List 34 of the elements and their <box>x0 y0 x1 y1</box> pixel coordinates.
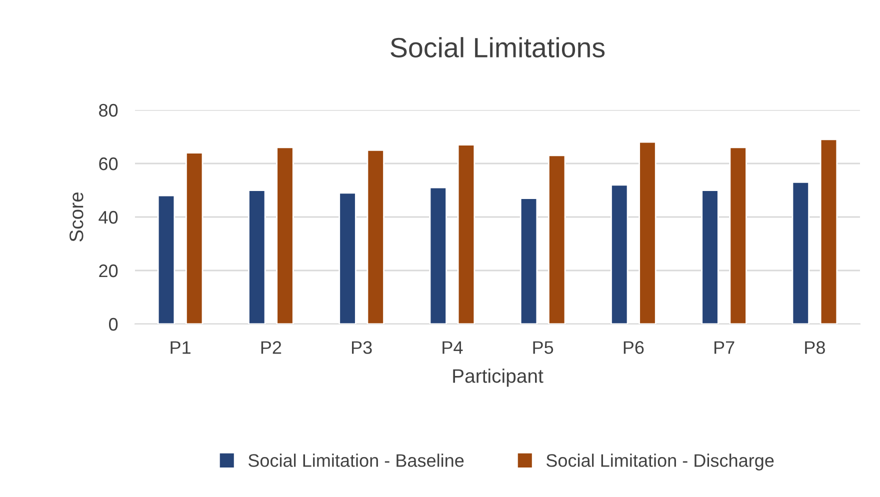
x-tick-label: P7 <box>714 341 734 354</box>
bar <box>820 138 838 324</box>
y-tick-label: 60 <box>99 157 118 170</box>
bar <box>701 190 719 324</box>
x-tick-label: P6 <box>624 341 644 354</box>
bar <box>429 186 447 324</box>
chart-title: Social Limitations <box>390 37 605 58</box>
bar <box>248 190 266 324</box>
bar <box>729 146 747 324</box>
x-tick-label: P1 <box>170 341 190 354</box>
legend-label: Social Limitation - Baseline <box>248 454 464 467</box>
y-axis-title: Score <box>70 192 84 242</box>
bar <box>276 146 294 324</box>
x-tick-label: P3 <box>352 341 372 354</box>
x-tick-label: P2 <box>261 341 282 354</box>
bar <box>792 182 810 324</box>
bar <box>638 141 656 324</box>
x-axis-title: Participant <box>453 368 544 387</box>
y-tick-label: 20 <box>99 264 118 278</box>
y-tick-label: 80 <box>99 104 118 117</box>
x-tick-label: P5 <box>533 341 554 354</box>
bar <box>548 154 566 324</box>
bar <box>338 192 356 324</box>
bar <box>457 144 476 324</box>
y-tick-label: 40 <box>98 210 118 224</box>
bar <box>186 152 204 324</box>
bar <box>366 149 384 324</box>
legend-label: Social Limitation - Discharge <box>546 454 774 470</box>
bar <box>157 194 176 324</box>
x-tick-label: P4 <box>442 341 463 354</box>
x-tick-label: P8 <box>805 341 825 354</box>
bar <box>520 198 538 324</box>
bar <box>610 184 628 324</box>
y-tick-label: 0 <box>109 318 118 331</box>
